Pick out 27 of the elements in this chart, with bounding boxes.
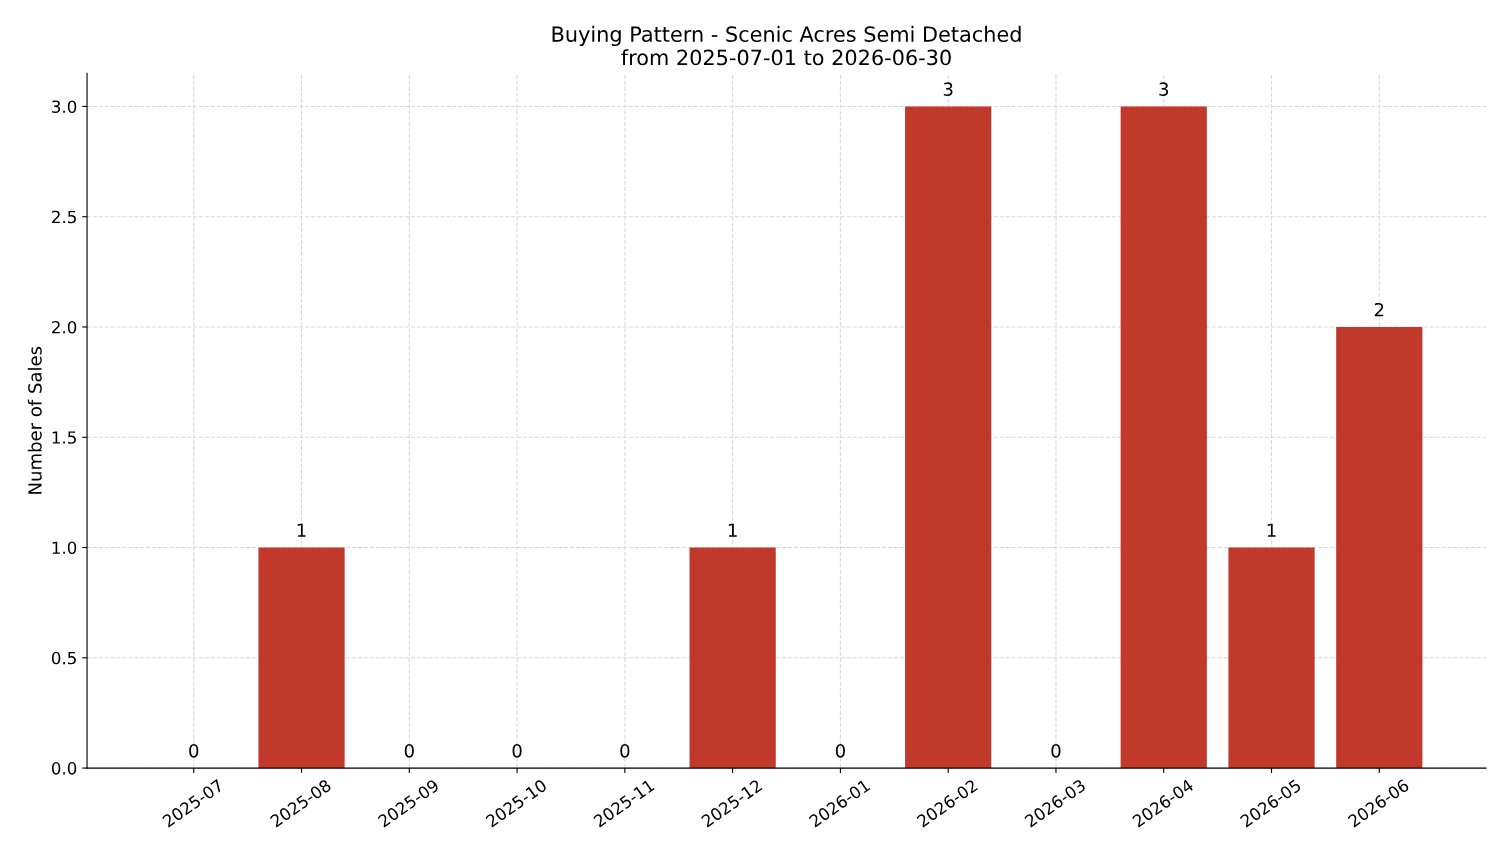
data-label: 1 <box>728 523 737 537</box>
data-label: 2 <box>1374 302 1384 317</box>
data-label: 0 <box>189 743 199 758</box>
data-label: 1 <box>1267 523 1276 537</box>
data-label: 0 <box>1051 743 1061 758</box>
data-label: 3 <box>1159 82 1169 96</box>
data-label: 1 <box>297 523 306 537</box>
data-label: 0 <box>512 743 522 758</box>
chart-title: Buying Pattern - Scenic Acres Semi Detached from 2025-07-01 to 2026-06-30 <box>552 25 1021 66</box>
bar <box>905 106 992 769</box>
y-axis-title: Number of Sales <box>27 346 42 494</box>
data-label: 0 <box>404 743 414 758</box>
y-tick-label: 0.0 <box>51 762 77 775</box>
y-tick-label: 1.0 <box>52 541 77 555</box>
y-tick-label: 3.0 <box>52 100 77 114</box>
bar <box>689 547 776 769</box>
y-tick-label: 2.5 <box>52 210 76 224</box>
data-label: 3 <box>943 82 953 96</box>
bar <box>1336 326 1423 769</box>
data-label: 0 <box>620 743 630 758</box>
data-label: 0 <box>835 743 845 758</box>
y-tick-label: 0.5 <box>51 651 76 665</box>
y-tick-label: 1.5 <box>52 431 76 444</box>
bar <box>1228 547 1315 769</box>
y-tick-label: 2.0 <box>52 320 77 334</box>
bar <box>1120 106 1207 769</box>
bar <box>258 547 345 769</box>
